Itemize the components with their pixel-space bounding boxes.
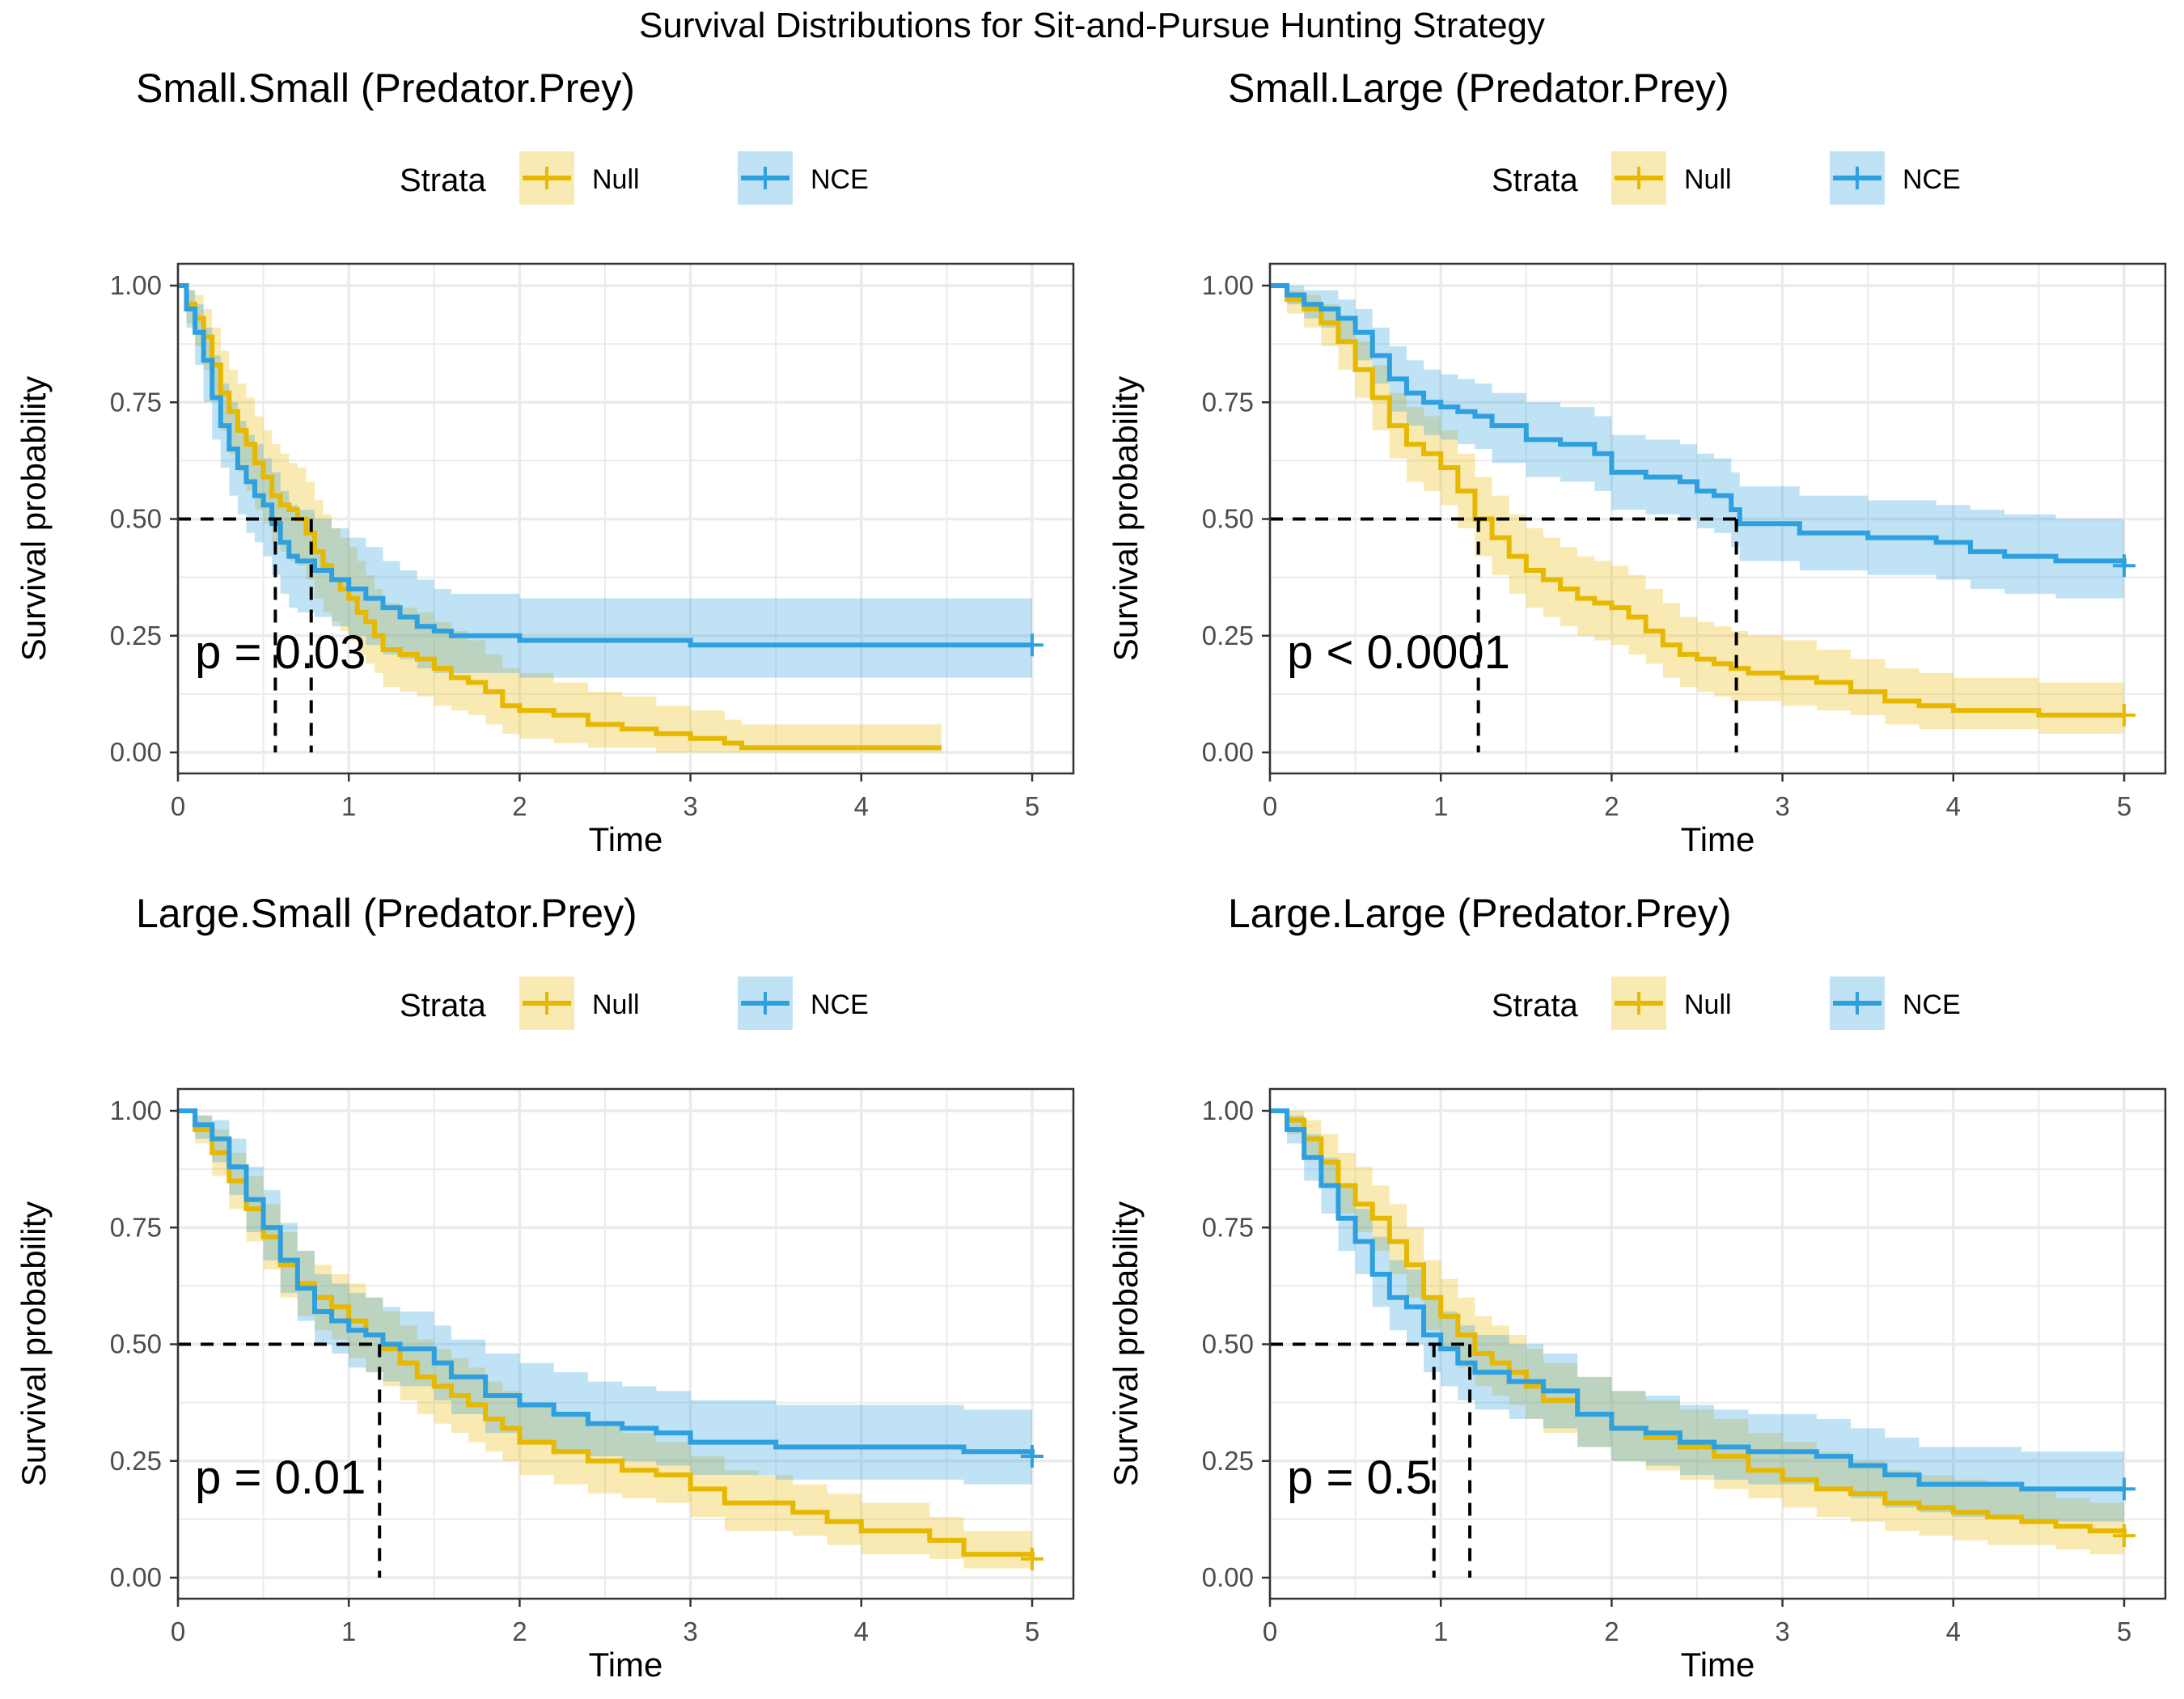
x-tick-label: 0 [1263,791,1277,821]
legend-key [1611,151,1666,205]
y-tick-label: 1.00 [110,1095,162,1125]
y-tick-label: 0.50 [1202,504,1254,534]
x-tick-label: 3 [1775,791,1789,821]
legend-key [519,977,574,1030]
x-tick-label: 0 [171,1616,185,1646]
survival-curve [1270,283,2124,718]
survival-curve [178,1108,1035,1456]
chart-panel: Large.Large (Predator.Prey) Strata Null NCE… [1107,891,2167,1684]
x-tick-label: 1 [341,791,356,821]
y-tick-label: 0.00 [110,737,162,767]
legend-label: NCE [1903,989,1961,1020]
x-tick-label: 3 [1775,1616,1789,1646]
x-tick-label: 0 [171,791,185,821]
p-value: p < 0.0001 [1287,626,1510,679]
x-tick-label: 1 [1433,1616,1448,1646]
y-tick-label: 0.25 [1202,621,1254,650]
x-tick-label: 3 [683,791,697,821]
y-axis-label: Survival probability [15,1201,53,1487]
x-tick-label: 5 [1025,1616,1039,1646]
x-tick-label: 3 [683,1616,697,1646]
panel-title: Small.Small (Predator.Prey) [136,66,635,111]
x-tick-label: 1 [341,1616,356,1646]
x-tick-label: 1 [1433,791,1448,821]
x-tick-label: 4 [1946,1616,1961,1646]
chart-panel: Small.Small (Predator.Prey) Strata Null NCE… [15,66,1075,858]
y-tick-label: 1.00 [1202,1095,1254,1125]
y-tick-label: 0.50 [110,1329,162,1359]
confidence-band [178,286,942,752]
x-axis-label: Time [1681,1646,1755,1684]
survival-curve [178,283,1032,648]
confidence-band [178,1111,1032,1569]
y-tick-label: 0.75 [1202,387,1254,417]
x-tick-label: 2 [512,1616,527,1646]
legend-title: Strata [400,988,486,1023]
survival-curve [178,283,942,751]
survival-curve [1270,283,2127,566]
y-axis-label: Survival probability [1107,376,1145,662]
legend-key [1830,977,1885,1030]
y-tick-label: 1.00 [1202,270,1254,300]
y-tick-label: 0.75 [110,1212,162,1242]
y-tick-label: 0.50 [1202,1329,1254,1359]
legend-label: Null [1684,164,1732,195]
legend-title: Strata [1492,163,1578,198]
legend-key [1830,151,1885,205]
x-tick-label: 2 [1604,791,1619,821]
confidence-band [178,1111,1032,1489]
y-tick-label: 0.25 [110,1446,162,1476]
legend-label: Null [1684,989,1732,1020]
x-tick-label: 4 [854,1616,869,1646]
legend-key [738,977,793,1030]
y-tick-label: 0.00 [1202,1562,1254,1592]
legend-label: Null [592,989,640,1020]
x-tick-label: 5 [2117,1616,2131,1646]
x-tick-label: 5 [2117,791,2131,821]
legend-label: NCE [811,989,869,1020]
y-tick-label: 0.25 [1202,1446,1254,1476]
y-tick-label: 0.25 [110,621,162,650]
y-tick-label: 0.00 [110,1562,162,1592]
panel-title: Large.Large (Predator.Prey) [1228,891,1732,936]
confidence-band [178,286,1032,678]
x-axis-label: Time [589,1646,663,1684]
legend-title: Strata [1492,988,1578,1023]
legend-title: Strata [400,163,486,198]
legend-key [1611,977,1666,1030]
legend-label: NCE [811,164,869,195]
p-value: p = 0.01 [195,1451,366,1504]
survival-curve [1270,1108,2124,1492]
panel-title: Small.Large (Predator.Prey) [1228,66,1729,111]
x-tick-label: 5 [1025,791,1039,821]
x-axis-label: Time [1681,820,1755,858]
p-value: p = 0.03 [195,626,366,679]
x-tick-label: 2 [512,791,527,821]
y-tick-label: 1.00 [110,270,162,300]
x-tick-label: 4 [1946,791,1961,821]
y-tick-label: 0.00 [1202,737,1254,767]
p-value: p = 0.5 [1287,1451,1432,1504]
x-tick-label: 4 [854,791,869,821]
legend-label: NCE [1903,164,1961,195]
y-tick-label: 0.50 [110,504,162,534]
x-tick-label: 0 [1263,1616,1277,1646]
y-tick-label: 0.75 [110,387,162,417]
y-axis-label: Survival probability [1107,1201,1145,1487]
y-tick-label: 0.75 [1202,1212,1254,1242]
chart-panel: Large.Small (Predator.Prey) Strata Null NCE… [15,891,1075,1684]
panel-title: Large.Small (Predator.Prey) [136,891,637,936]
x-tick-label: 2 [1604,1616,1619,1646]
chart-panel: Small.Large (Predator.Prey) Strata Null NCE… [1107,66,2167,858]
legend-key [519,151,574,205]
confidence-band [1270,286,2124,604]
figure-title: Survival Distributions for Sit-and-Pursu… [639,6,1545,45]
legend-key [738,151,793,205]
x-axis-label: Time [589,820,663,858]
y-axis-label: Survival probability [15,376,53,662]
legend-label: Null [592,164,640,195]
